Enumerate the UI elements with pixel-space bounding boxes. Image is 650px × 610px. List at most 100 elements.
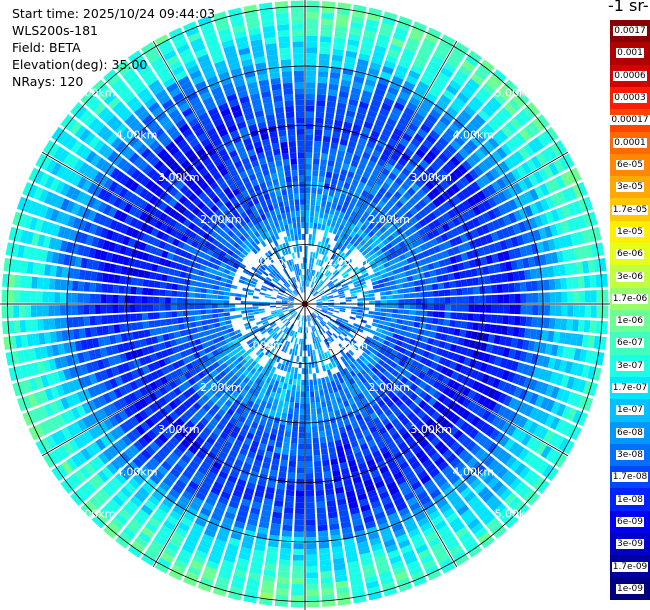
range-gate-cell	[238, 552, 251, 561]
range-gate-cell	[261, 580, 275, 589]
range-gate-cell	[512, 500, 526, 514]
range-gate-cell	[264, 302, 271, 304]
range-gate-cell	[371, 348, 379, 356]
range-gate-cell	[35, 440, 47, 455]
range-gate-cell	[222, 217, 231, 226]
range-gate-cell	[366, 193, 375, 201]
range-gate-cell	[499, 106, 513, 120]
range-gate-cell	[182, 469, 193, 480]
range-gate-cell	[242, 423, 250, 432]
range-gate-cell	[134, 220, 144, 230]
range-gate-cell	[334, 391, 341, 399]
range-gate-cell	[512, 94, 526, 108]
range-gate-cell	[108, 180, 119, 193]
range-gate-cell	[163, 205, 173, 215]
range-gate-cell	[267, 481, 276, 489]
range-gate-cell	[363, 121, 374, 130]
range-gate-cell	[388, 112, 400, 122]
range-gate-cell	[319, 547, 331, 555]
range-gate-cell	[87, 386, 97, 398]
range-gate-cell	[457, 433, 468, 444]
range-gate-cell	[508, 496, 521, 510]
range-gate-cell	[435, 235, 444, 245]
range-gate-cell	[325, 271, 331, 277]
range-gate-cell	[414, 178, 425, 188]
range-gate-cell	[372, 403, 380, 412]
range-gate-cell	[231, 374, 239, 382]
range-gate-cell	[543, 279, 550, 291]
range-gate-cell	[313, 443, 320, 450]
range-gate-cell	[213, 441, 223, 451]
range-gate-cell	[383, 351, 391, 358]
range-gate-cell	[299, 350, 303, 357]
range-gate-cell	[553, 435, 565, 449]
range-gate-cell	[544, 370, 553, 383]
range-gate-cell	[305, 123, 314, 130]
range-gate-cell	[578, 290, 586, 303]
range-gate-cell	[226, 378, 235, 387]
range-gate-cell	[276, 405, 283, 413]
range-gate-cell	[413, 321, 421, 328]
range-gate-cell	[293, 312, 298, 318]
range-gate-cell	[390, 361, 398, 369]
range-gate-cell	[257, 365, 264, 373]
range-gate-cell	[303, 333, 305, 340]
range-gate-cell	[587, 259, 596, 273]
range-gate-cell	[315, 199, 321, 206]
range-gate-cell	[201, 376, 210, 385]
range-gate-cell	[50, 386, 60, 399]
range-gate-cell	[394, 571, 409, 582]
range-gate-cell	[258, 380, 265, 387]
range-gate-cell	[308, 269, 311, 276]
range-gate-cell	[339, 231, 346, 239]
range-gate-cell	[152, 238, 161, 247]
range-gate-cell	[79, 128, 92, 142]
range-gate-cell	[80, 257, 88, 269]
range-gate-cell	[270, 463, 279, 472]
range-gate-cell	[477, 214, 486, 225]
range-gate-cell	[295, 496, 305, 503]
range-gate-cell	[99, 88, 113, 101]
range-gate-cell	[407, 122, 419, 133]
range-gate-cell	[175, 417, 185, 428]
range-gate-cell	[116, 105, 129, 118]
range-gate-cell	[397, 412, 406, 422]
range-gate-cell	[174, 352, 183, 361]
range-gate-cell	[315, 336, 320, 343]
range-gate-cell	[140, 421, 151, 432]
range-gate-cell	[153, 127, 165, 139]
range-gate-cell	[542, 356, 551, 368]
range-gate-cell	[97, 470, 110, 483]
range-gate-cell	[554, 318, 562, 330]
range-gate-cell	[524, 328, 532, 339]
range-gate-cell	[319, 260, 324, 267]
range-gate-cell	[138, 398, 148, 409]
range-gate-cell	[293, 548, 304, 555]
range-gate-cell	[177, 359, 186, 367]
range-gate-cell	[267, 439, 276, 447]
range-gate-cell	[341, 526, 353, 535]
range-gate-cell	[381, 417, 391, 426]
range-gate-cell	[438, 340, 446, 349]
range-gate-cell	[204, 240, 212, 249]
range-gate-cell	[101, 129, 114, 142]
range-gate-cell	[116, 233, 125, 244]
range-gate-cell	[102, 484, 115, 498]
range-gate-cell	[367, 439, 376, 448]
range-gate-cell	[316, 301, 323, 303]
range-gate-cell	[230, 403, 238, 412]
range-gate-cell	[363, 515, 375, 524]
range-gate-cell	[84, 500, 98, 514]
range-gate-cell	[48, 358, 57, 371]
range-gate-cell	[249, 283, 256, 288]
range-gate-cell	[66, 424, 77, 438]
range-gate-cell	[379, 225, 388, 234]
range-gate-cell	[280, 316, 287, 322]
range-gate-cell	[225, 359, 233, 367]
range-gate-cell	[72, 268, 81, 280]
range-gate-cell	[346, 358, 353, 366]
range-gate-cell	[404, 304, 411, 309]
range-gate-cell	[567, 248, 576, 261]
range-gate-cell	[375, 327, 383, 333]
range-gate-cell	[451, 381, 461, 391]
